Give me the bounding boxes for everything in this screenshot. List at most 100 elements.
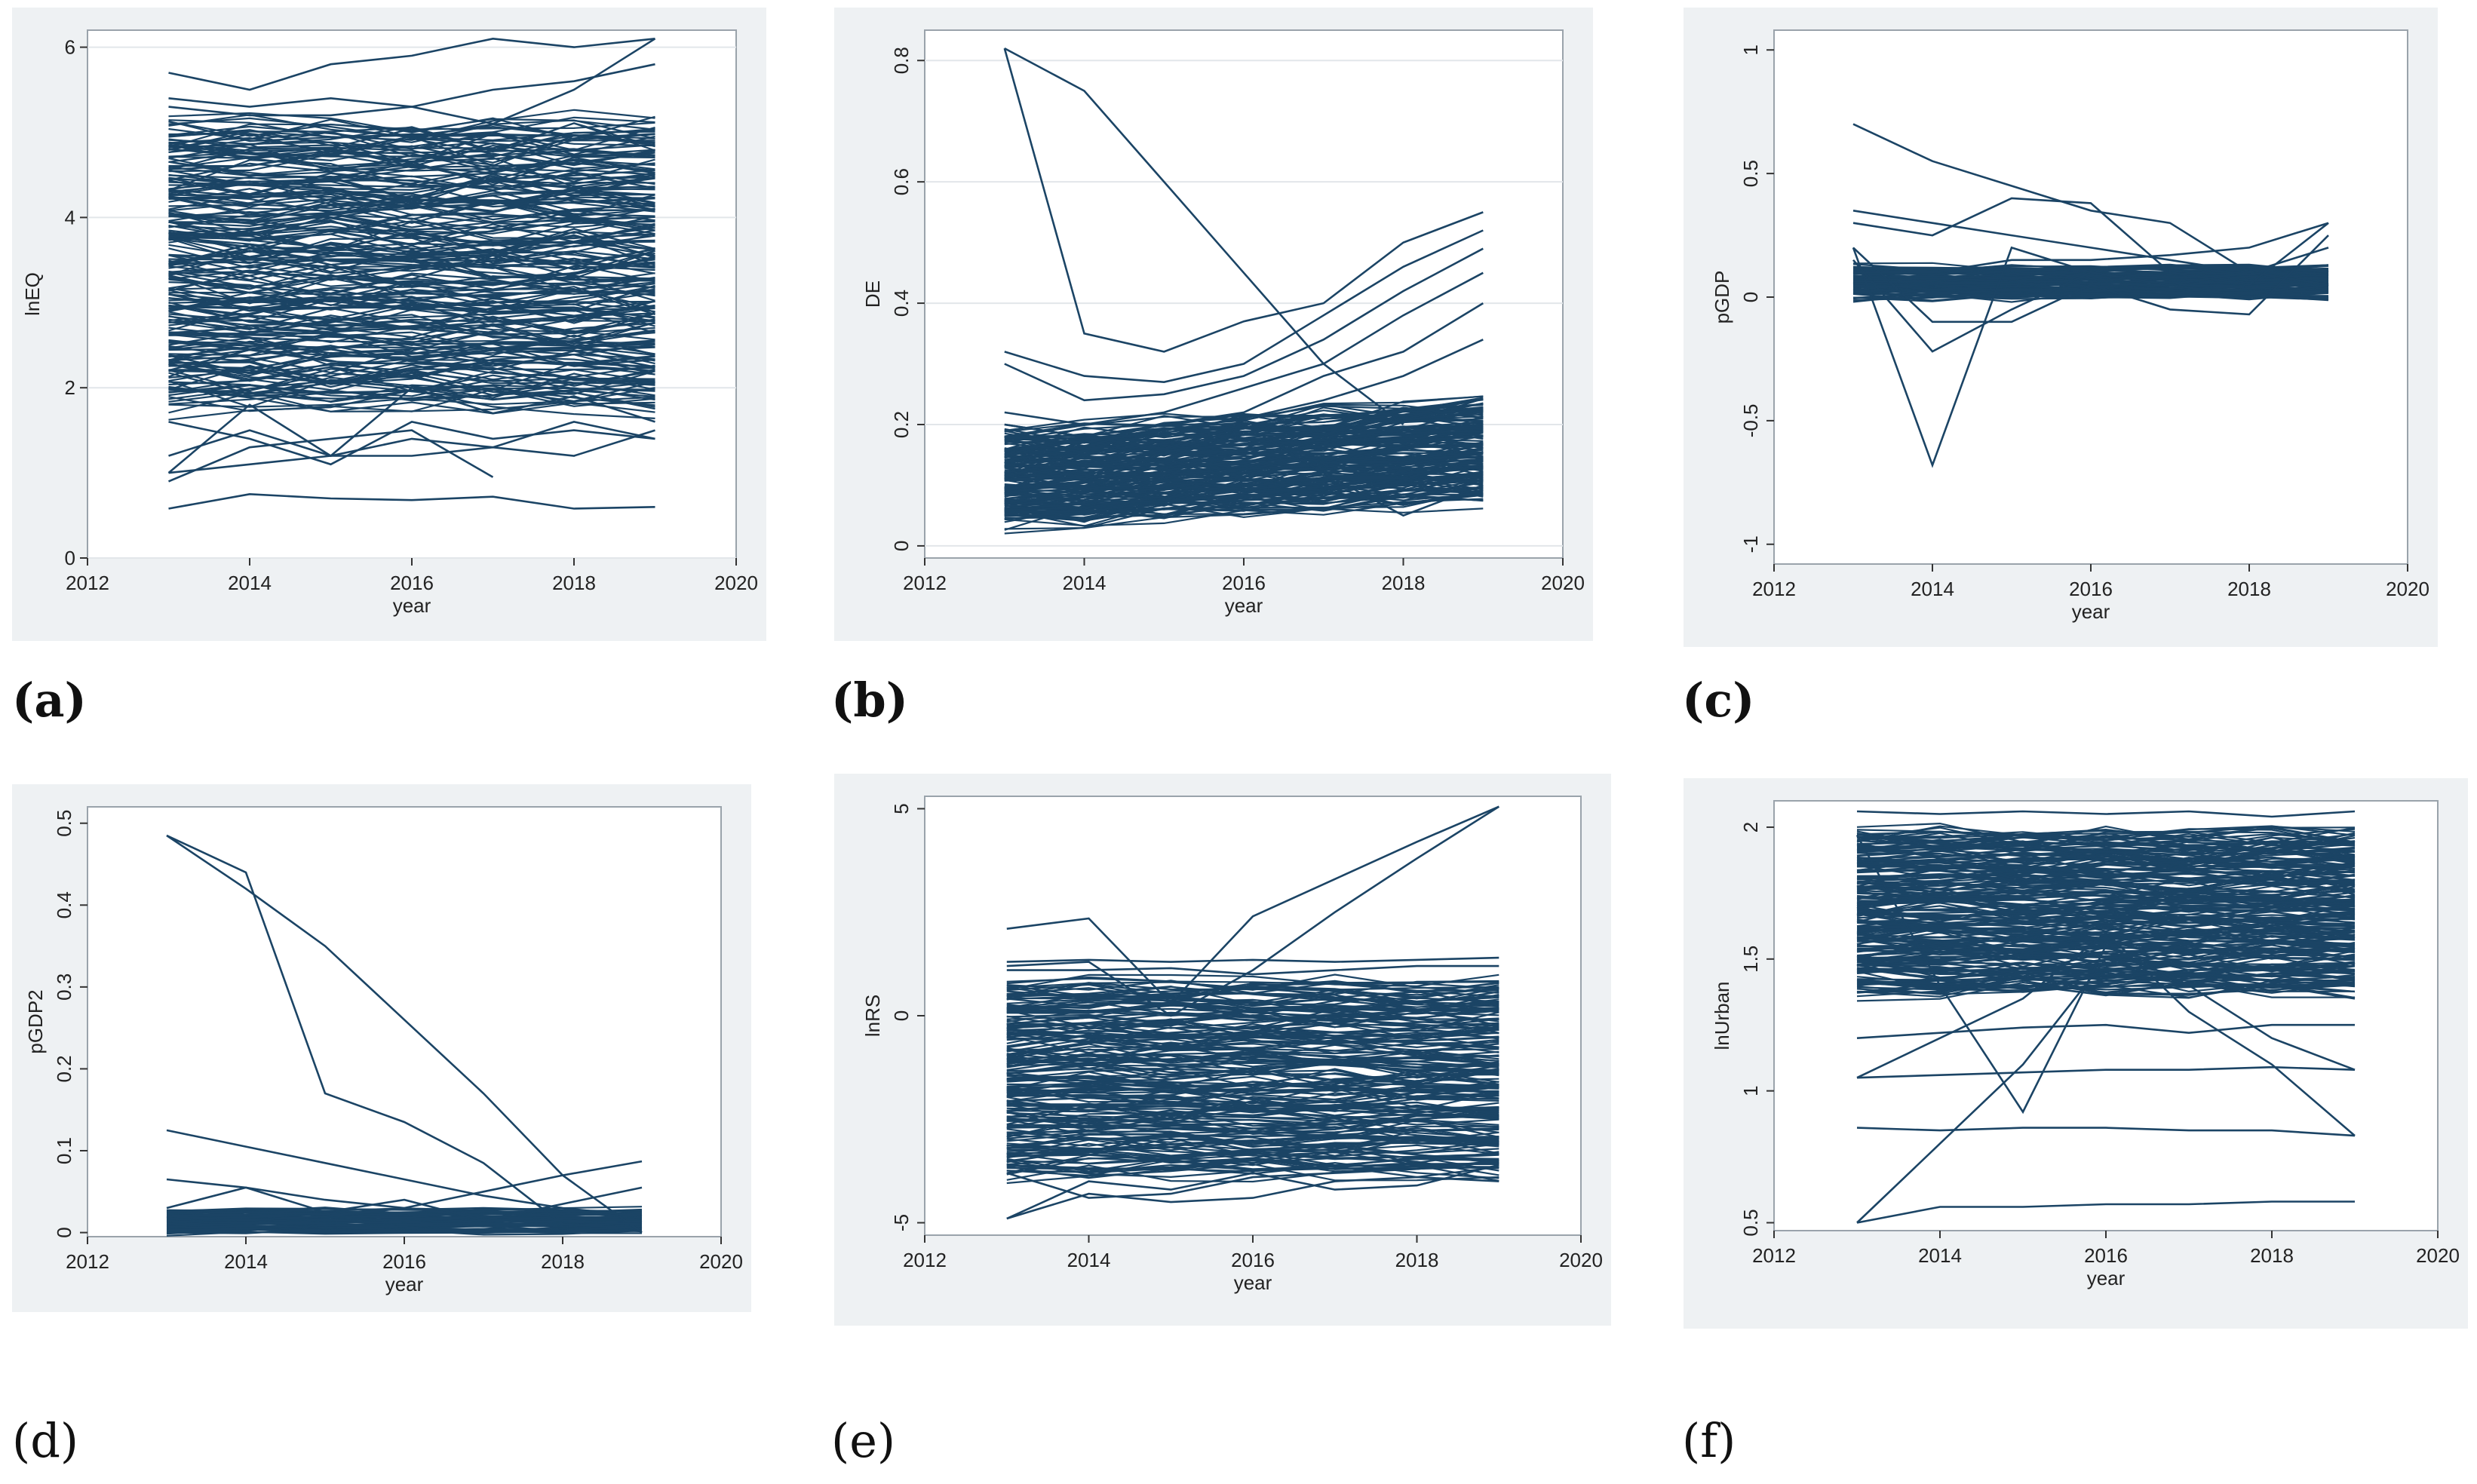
y-axis-title: lnEQ — [21, 272, 44, 316]
band-line — [1006, 1023, 1499, 1038]
band-line — [1856, 981, 2356, 1002]
x-tick-label: 2020 — [714, 572, 758, 594]
band-line — [1857, 826, 2356, 841]
y-tick-label: 2 — [65, 376, 75, 399]
band-line — [168, 109, 655, 141]
series-line-rise-5 — [1004, 339, 1484, 444]
x-tick-label: 2012 — [903, 1249, 947, 1271]
series-group — [167, 37, 656, 510]
x-tick-label: 2014 — [1063, 572, 1107, 594]
band-line — [166, 1209, 643, 1215]
y-tick-label: -5 — [890, 1214, 913, 1231]
series-line-low-4 — [167, 429, 494, 483]
band-line — [1006, 980, 1499, 995]
x-tick-label: 2016 — [1231, 1249, 1275, 1271]
y-tick-label: -1 — [1739, 535, 1762, 553]
x-tick-label: 2018 — [1382, 572, 1426, 594]
band-line — [1006, 984, 1499, 1000]
series-line-rise-3 — [1004, 271, 1484, 426]
band-line — [1856, 846, 2356, 863]
band-line — [1856, 830, 2356, 848]
x-tick-label: 2020 — [1541, 572, 1585, 594]
y-tick-label: 0 — [890, 1010, 913, 1021]
chart-f: 2012 2014 2016 2018 2020 0.5 1 1.5 2 year lnUrban — [1684, 778, 2468, 1329]
band-line — [168, 323, 655, 345]
x-tick-label: 2012 — [1752, 1244, 1796, 1267]
band-line — [1006, 999, 1499, 1017]
band-line — [168, 322, 655, 350]
y-tick-label: 0.4 — [890, 290, 913, 317]
y-tick-label: 0.8 — [890, 47, 913, 74]
chart-panel-f: 2012 2014 2016 2018 2020 0.5 1 1.5 2 year lnUrban — [1684, 778, 2468, 1329]
chart-c: 2012 2014 2016 2018 2020 -1 -0.5 0 0.5 1 year pGDP — [1684, 8, 2438, 647]
band-line — [168, 188, 655, 212]
y-tick-label: 0.2 — [890, 411, 913, 438]
y-tick-label: 5 — [890, 803, 913, 814]
y-tick-label: 0.5 — [1739, 1209, 1762, 1236]
x-tick-label: 2020 — [1559, 1249, 1603, 1271]
series-group — [1852, 123, 2329, 468]
band-line — [1006, 1003, 1499, 1023]
band-line — [168, 363, 655, 393]
band-line — [1004, 397, 1484, 443]
series-line-peak — [166, 834, 643, 1230]
band-line — [1006, 993, 1499, 1013]
band-line — [168, 254, 655, 281]
series-line-upper-2 — [166, 1129, 643, 1218]
band-line — [1006, 977, 1499, 990]
chart-e: 2012 2014 2016 2018 2020 -5 0 5 year lnRS — [834, 774, 1611, 1326]
band-line — [1006, 1135, 1499, 1147]
series-line-spike — [1004, 47, 1404, 426]
x-tick-label: 2018 — [2227, 578, 2271, 600]
y-tick-label: 1.5 — [1739, 946, 1762, 973]
band-line — [168, 154, 655, 182]
series-line-low-1 — [1856, 1127, 2356, 1137]
band-line — [168, 201, 655, 222]
band-line — [1006, 1133, 1499, 1141]
x-tick-label: 2012 — [903, 572, 947, 594]
x-tick-label: 2014 — [1067, 1249, 1111, 1271]
y-tick-label: 0.1 — [53, 1137, 75, 1164]
x-tick-label: 2018 — [541, 1250, 585, 1273]
x-axis-title: year — [2087, 1267, 2126, 1289]
band-line — [168, 172, 655, 197]
y-tick-label: 2 — [1739, 822, 1762, 832]
caption-f: (f) — [1682, 1413, 1736, 1468]
x-tick-label: 2016 — [390, 572, 434, 594]
series-line-jump — [1006, 805, 1499, 1005]
y-axis-title: DE — [861, 281, 884, 308]
x-tick-label: 2016 — [382, 1250, 426, 1273]
x-tick-label: 2014 — [228, 572, 272, 594]
band-line — [168, 146, 655, 171]
band-line — [1004, 476, 1484, 523]
band-line — [1006, 980, 1499, 998]
x-axis-title: year — [1234, 1271, 1272, 1294]
band-line — [168, 148, 655, 167]
band-line — [168, 129, 655, 148]
band-line — [1006, 973, 1499, 994]
band-line — [1006, 1131, 1499, 1153]
y-tick-label: 0.5 — [1739, 160, 1762, 187]
y-tick-label: 6 — [65, 36, 75, 59]
band-line — [168, 270, 655, 296]
y-axis-title: lnRS — [861, 995, 884, 1037]
x-tick-label: 2016 — [1222, 572, 1266, 594]
y-axis-title: pGDP2 — [24, 989, 47, 1053]
y-tick-label: 0.5 — [53, 810, 75, 837]
x-axis-title: year — [1225, 594, 1263, 617]
band-line — [1006, 1113, 1499, 1136]
band-line — [1856, 972, 2356, 995]
chart-b: 2012 2014 2016 2018 2020 0 0.2 0.4 0.6 0.8 year DE — [834, 8, 1593, 641]
band-line — [1856, 825, 2356, 847]
band-line — [1004, 477, 1484, 509]
x-tick-label: 2020 — [2416, 1244, 2460, 1267]
caption-a: (a) — [12, 673, 87, 728]
series-line-dip-2 — [1852, 247, 2329, 353]
x-tick-label: 2012 — [66, 572, 109, 594]
y-tick-label: 1 — [1739, 44, 1762, 55]
band-line — [168, 259, 655, 291]
caption-e: (e) — [831, 1413, 896, 1468]
caption-b: (b) — [831, 673, 909, 728]
caption-c: (c) — [1682, 673, 1755, 728]
x-tick-label: 2020 — [699, 1250, 743, 1273]
